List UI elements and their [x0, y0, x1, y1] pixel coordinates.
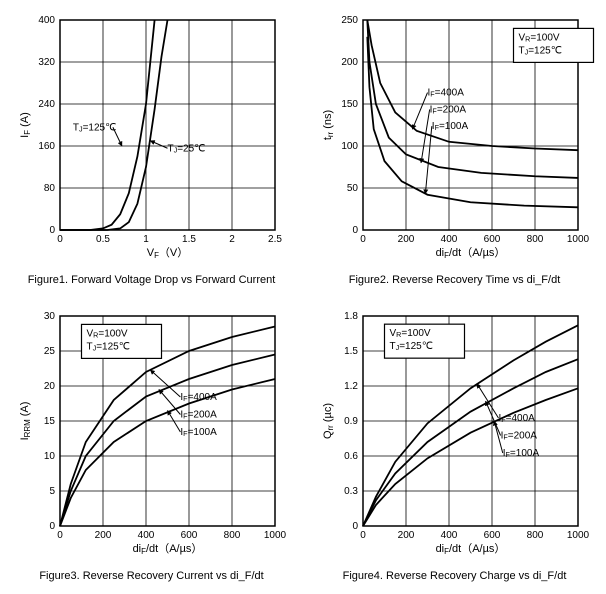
svg-text:0: 0	[57, 234, 63, 245]
svg-text:400: 400	[38, 15, 55, 26]
caption-fig3: Figure3. Reverse Recovery Current vs di_…	[39, 570, 263, 582]
panel-fig2: 0 200 400 600 800 1000 0 50 100 150 200 250 diF/dt（A…	[313, 10, 596, 286]
svg-text:TJ=125℃: TJ=125℃	[86, 341, 129, 352]
svg-text:TJ=125℃: TJ=125℃	[72, 122, 115, 133]
svg-text:0.5: 0.5	[96, 234, 110, 245]
chart-fig3: 0 200 400 600 800 1000 0 5 10 15 20 25 30 diF/dt（A/µs…	[12, 306, 292, 566]
figure-grid: 0 0.5 1 1.5 2 2.5 0 80 160 240 320 400 VF（V） IF (A) TJ…	[10, 10, 596, 582]
svg-text:1.5: 1.5	[344, 346, 358, 357]
svg-text:0: 0	[57, 530, 63, 541]
svg-text:0: 0	[360, 530, 366, 541]
svg-text:200: 200	[397, 234, 414, 245]
svg-text:IF=400A: IF=400A	[180, 392, 217, 403]
svg-text:200: 200	[397, 530, 414, 541]
caption-fig2: Figure2. Reverse Recovery Time vs di_F/d…	[349, 274, 561, 286]
svg-text:0.3: 0.3	[344, 486, 358, 497]
svg-text:2: 2	[229, 234, 235, 245]
svg-text:IF (A): IF (A)	[19, 112, 32, 138]
chart-fig2: 0 200 400 600 800 1000 0 50 100 150 200 250 diF/dt（A…	[315, 10, 595, 270]
svg-text:200: 200	[94, 530, 111, 541]
svg-text:VR=100V: VR=100V	[389, 328, 430, 339]
svg-text:0: 0	[49, 225, 55, 236]
svg-text:320: 320	[38, 57, 55, 68]
svg-text:IF=100A: IF=100A	[431, 121, 468, 132]
svg-text:800: 800	[223, 530, 240, 541]
svg-text:IF=200A: IF=200A	[180, 410, 217, 421]
svg-text:VF（V）: VF（V）	[146, 246, 188, 260]
svg-text:600: 600	[483, 234, 500, 245]
svg-text:400: 400	[137, 530, 154, 541]
svg-text:TJ=25℃: TJ=25℃	[167, 143, 205, 154]
panel-fig3: 0 200 400 600 800 1000 0 5 10 15 20 25 30 diF/dt（A/µs…	[10, 306, 293, 582]
svg-text:1.5: 1.5	[182, 234, 196, 245]
svg-text:0: 0	[360, 234, 366, 245]
panel-fig1: 0 0.5 1 1.5 2 2.5 0 80 160 240 320 400 VF（V） IF (A) TJ…	[10, 10, 293, 286]
svg-text:0: 0	[352, 225, 358, 236]
svg-text:150: 150	[341, 99, 358, 110]
svg-text:0: 0	[352, 521, 358, 532]
svg-text:10: 10	[43, 451, 55, 462]
svg-text:IF=400A: IF=400A	[498, 413, 535, 424]
chart-fig1: 0 0.5 1 1.5 2 2.5 0 80 160 240 320 400 VF（V） IF (A) TJ…	[12, 10, 292, 270]
svg-text:IF=400A: IF=400A	[427, 88, 464, 99]
svg-text:diF/dt（A/µs）: diF/dt（A/µs）	[435, 542, 505, 556]
chart-fig4: 0 200 400 600 800 1000 0 0.3 0.6 0.9 1.2 1.5 1.8 diF/…	[315, 306, 595, 566]
svg-text:1.8: 1.8	[344, 311, 358, 322]
svg-text:200: 200	[341, 57, 358, 68]
svg-text:250: 250	[341, 15, 358, 26]
caption-fig4: Figure4. Reverse Recovery Charge vs di_F…	[343, 570, 567, 582]
svg-text:20: 20	[43, 381, 55, 392]
svg-text:trr (ns): trr (ns)	[322, 110, 335, 140]
svg-text:1000: 1000	[263, 530, 286, 541]
svg-text:600: 600	[483, 530, 500, 541]
svg-text:1000: 1000	[566, 530, 589, 541]
svg-text:15: 15	[43, 416, 55, 427]
svg-text:VR=100V: VR=100V	[518, 32, 559, 43]
svg-text:1000: 1000	[566, 234, 589, 245]
svg-text:1.2: 1.2	[344, 381, 358, 392]
svg-text:IF=200A: IF=200A	[500, 431, 537, 442]
svg-text:100: 100	[341, 141, 358, 152]
svg-text:0: 0	[49, 521, 55, 532]
svg-text:IRRM (A): IRRM (A)	[19, 402, 32, 441]
svg-text:IF=100A: IF=100A	[502, 448, 539, 459]
svg-text:diF/dt（A/µs）: diF/dt（A/µs）	[435, 246, 505, 260]
svg-text:1: 1	[143, 234, 149, 245]
svg-text:25: 25	[43, 346, 55, 357]
svg-text:160: 160	[38, 141, 55, 152]
svg-text:30: 30	[43, 311, 55, 322]
svg-text:TJ=125℃: TJ=125℃	[389, 341, 432, 352]
caption-fig1: Figure1. Forward Voltage Drop vs Forward…	[28, 274, 276, 286]
svg-text:400: 400	[440, 530, 457, 541]
svg-text:0.9: 0.9	[344, 416, 358, 427]
svg-text:80: 80	[43, 183, 55, 194]
svg-text:IF=100A: IF=100A	[180, 427, 217, 438]
svg-text:800: 800	[526, 234, 543, 245]
svg-text:0.6: 0.6	[344, 451, 358, 462]
svg-text:TJ=125℃: TJ=125℃	[518, 45, 561, 56]
svg-text:240: 240	[38, 99, 55, 110]
svg-text:diF/dt（A/µs）: diF/dt（A/µs）	[132, 542, 202, 556]
svg-text:Qrr (µc): Qrr (µc)	[322, 403, 335, 439]
svg-text:400: 400	[440, 234, 457, 245]
panel-fig4: 0 200 400 600 800 1000 0 0.3 0.6 0.9 1.2 1.5 1.8 diF/…	[313, 306, 596, 582]
svg-text:800: 800	[526, 530, 543, 541]
svg-text:VR=100V: VR=100V	[86, 328, 127, 339]
svg-text:5: 5	[49, 486, 55, 497]
svg-text:50: 50	[346, 183, 358, 194]
svg-text:600: 600	[180, 530, 197, 541]
svg-text:2.5: 2.5	[268, 234, 282, 245]
svg-text:IF=200A: IF=200A	[429, 104, 466, 115]
